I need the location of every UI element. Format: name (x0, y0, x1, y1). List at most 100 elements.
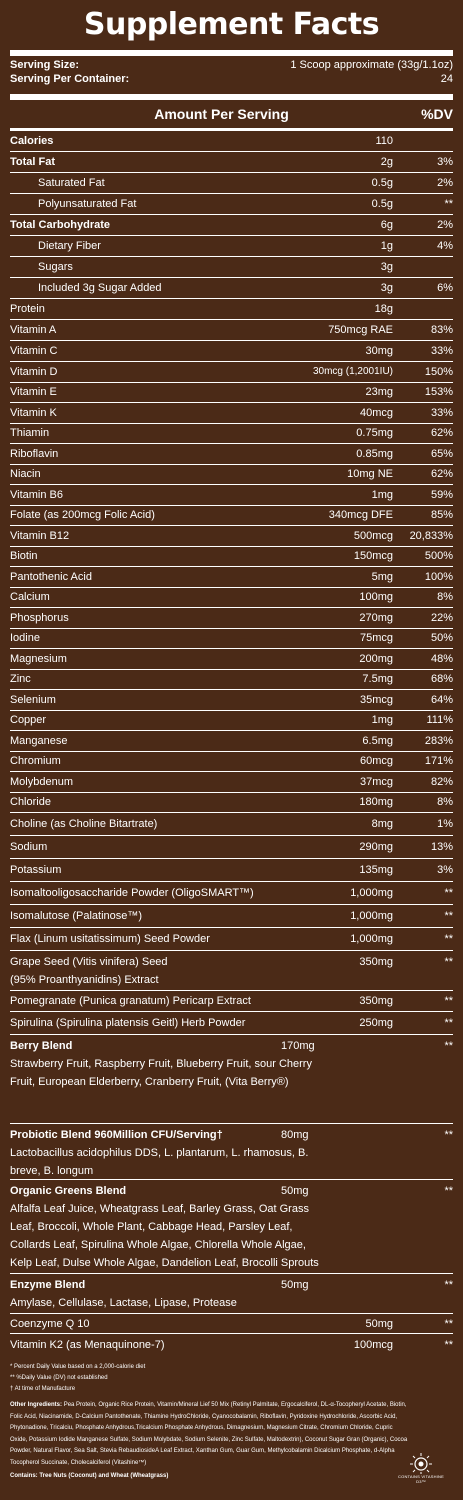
nutrient-amount: 8mg (371, 818, 393, 830)
nutrient-amount: 23mg (365, 386, 393, 399)
nutrient-name: Vitamin K (10, 406, 57, 419)
nutrient-amount: 100mcg (353, 1339, 393, 1351)
nutrient-amount: 35mcg (359, 693, 393, 706)
nutrient-name-cell: Niacin (10, 468, 271, 480)
nutrient-dv: 171% (424, 755, 453, 768)
nutrient-name-cell: Berry Blend Strawberry Fruit, Raspberry F… (10, 1038, 312, 1091)
nutrient-name: Spirulina (Spirulina platensis Geitl) He… (10, 1017, 246, 1029)
nutrient-name: Vitamin B6 (10, 488, 63, 501)
nutrient-name: Dietary Fiber (38, 240, 101, 252)
nutrient-amount: 250mg (359, 1017, 393, 1029)
nutrient-name-cell: Choline (as Choline Bitartrate) (10, 818, 271, 830)
nutrient-amount: 2g (380, 156, 393, 168)
nutrient-name: Included 3g Sugar Added (38, 282, 162, 294)
nutrient-row: Enzyme Blend Amylase, Cellulase, Lactase,… (10, 1274, 453, 1314)
nutrient-row: Grape Seed (Vitis vinifera) Seed (95% Pro… (10, 951, 453, 991)
nutrient-dv: 20,833% (409, 529, 453, 542)
nutrient-name: Iodine (10, 632, 40, 645)
nutrient-name-cell: Sugars (10, 261, 271, 273)
nutrient-row: Calories 110 (10, 131, 453, 152)
nutrient-name: Choline (as Choline Bitartrate) (10, 818, 158, 830)
nutrient-dv: 3% (437, 864, 453, 876)
servings-per-container-row: Serving Per Container: 24 (10, 72, 453, 86)
nutrient-name-cell: Probiotic Blend 960Million CFU/Serving† L… (10, 1127, 308, 1180)
nutrient-dv: ** (444, 956, 453, 968)
nutrient-amount: 0.5g (371, 198, 393, 210)
nutrient-row: Niacin 10mg NE 62% (10, 465, 453, 485)
nutrient-row: Vitamin E 23mg 153% (10, 383, 453, 403)
serving-size-row: Serving Size: 1 Scoop approximate (33g/1… (10, 58, 453, 72)
nutrient-dv: 50% (430, 632, 453, 645)
nutrient-amount: 7.5mg (362, 673, 393, 686)
nutrient-name: Manganese (10, 734, 68, 747)
nutrient-amount: 6.5mg (362, 734, 393, 747)
nutrient-name-cell: Vitamin K (10, 407, 271, 419)
nutrient-dv: 283% (424, 734, 453, 747)
nutrient-amount: 135mg (359, 864, 393, 876)
nutrient-amount: 60mcg (359, 755, 393, 768)
footnote: † At time of Manufacture (10, 1386, 76, 1392)
nutrient-row: Calcium 100mg 8% (10, 588, 453, 608)
nutrient-name-cell: Grape Seed (Vitis vinifera) Seed (95% Pro… (10, 954, 271, 989)
nutrient-row: Total Carbohydrate 6g 2% (10, 215, 453, 236)
nutrient-amount: 100mg (359, 591, 393, 604)
nutrient-name: Berry Blend (10, 1040, 73, 1052)
nutrient-name: Riboflavin (10, 447, 59, 460)
nutrient-name-cell: Dietary Fiber (10, 240, 271, 252)
nutrient-name-cell: Spirulina (Spirulina platensis Geitl) He… (10, 1017, 271, 1029)
nutrient-name: Folate (as 200mcg Folic Acid) (10, 509, 155, 522)
nutrient-detail: Alfalfa Leaf Juice, Wheatgrass Leaf, Bar… (10, 1203, 319, 1269)
nutrient-name: Calcium (10, 591, 50, 604)
nutrient-name-cell: Coenzyme Q 10 (10, 1318, 271, 1330)
nutrient-amount: 40mcg (359, 406, 393, 419)
nutrient-name: Molybdenum (10, 775, 73, 788)
nutrient-dv: 62% (430, 427, 453, 440)
nutrient-amount: 80mg (281, 1129, 309, 1141)
nutrient-name-cell: Saturated Fat (10, 177, 271, 189)
nutrient-dv: 83% (430, 324, 453, 336)
nutrient-name-cell: Vitamin B12 (10, 530, 271, 542)
nutrient-name: Chloride (10, 796, 51, 809)
nutrient-dv: ** (444, 1129, 453, 1141)
other-ingredients-label: Other Ingredients: (10, 1402, 63, 1408)
nutrient-dv: 1% (437, 818, 453, 830)
nutrient-dv: 82% (430, 775, 453, 788)
nutrient-name-cell: Protein (10, 303, 271, 315)
nutrient-name-cell: Calcium (10, 591, 271, 603)
nutrient-dv: 2% (437, 177, 453, 189)
nutrient-name-cell: Potassium (10, 864, 271, 876)
nutrient-name: Copper (10, 714, 47, 727)
nutrient-row: Copper 1mg 111% (10, 711, 453, 731)
nutrient-name-cell: Vitamin K2 (as Menaquinone-7) (10, 1339, 271, 1351)
nutrient-row: Potassium 135mg 3% (10, 859, 453, 882)
nutrient-row: Thiamin 0.75mg 62% (10, 424, 453, 444)
nutrient-amount: 180mg (359, 796, 393, 809)
nutrient-amount: 1,000mg (350, 933, 393, 945)
nutrient-name: Protein (10, 303, 45, 315)
nutrient-dv: 48% (430, 652, 453, 665)
nutrient-amount: 500mcg (353, 529, 393, 542)
nutrient-row: Coenzyme Q 10 50mg ** (10, 1314, 453, 1334)
nutrient-name-cell: Isomalutose (Palatinose™) (10, 910, 271, 922)
nutrient-amount: 1,000mg (350, 910, 393, 922)
nutrient-amount: 0.85mg (356, 447, 393, 460)
nutrient-dv: 4% (437, 240, 453, 252)
nutrient-amount: 1mg (371, 714, 393, 727)
nutrient-dv: 111% (426, 714, 453, 727)
nutrient-dv: ** (444, 1317, 453, 1330)
nutrient-dv: 153% (424, 386, 453, 399)
nutrient-row: Saturated Fat 0.5g 2% (10, 173, 453, 194)
serving-rule (10, 94, 453, 100)
nutrient-row: Vitamin D 30mcg (1,2001IU) 150% (10, 362, 453, 383)
nutrient-name-cell: Selenium (10, 694, 271, 706)
nutrient-name: Pomegranate (Punica granatum) Pericarp E… (10, 995, 251, 1007)
nutrient-name: Potassium (10, 864, 62, 876)
dv-heading: %DV (421, 106, 453, 122)
nutrient-amount: 290mg (359, 841, 393, 853)
nutrient-name-cell: Chloride (10, 796, 271, 808)
nutrient-name: Calories (10, 135, 54, 147)
header-rule (10, 128, 453, 131)
nutrient-row: Probiotic Blend 960Million CFU/Serving† L… (10, 1124, 453, 1180)
nutrient-row: Isomaltooligosaccharide Powder (OligoSMA… (10, 882, 453, 905)
nutrient-row: Manganese 6.5mg 283% (10, 731, 453, 752)
